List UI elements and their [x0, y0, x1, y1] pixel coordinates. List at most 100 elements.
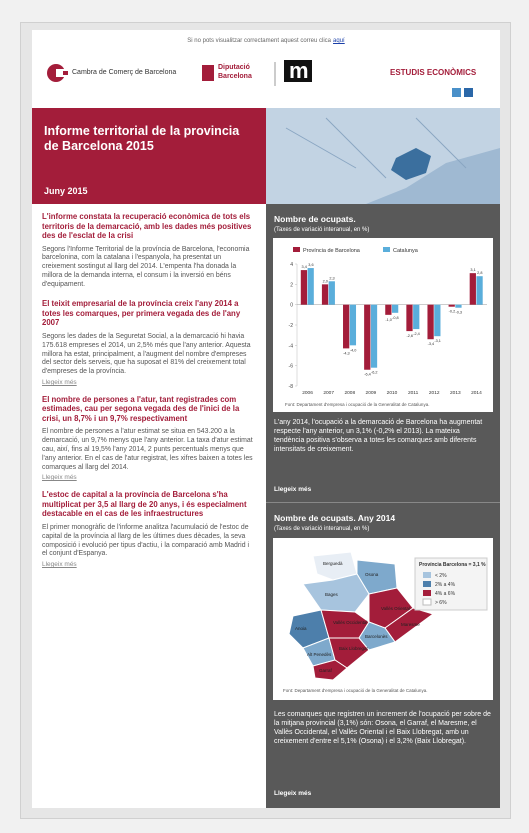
x-tick-label: 2011 [408, 390, 419, 396]
chart-subtitle: (Taxes de variació interanual, en %) [274, 227, 370, 233]
bar [434, 304, 441, 337]
divider [266, 502, 500, 503]
bar [328, 281, 335, 305]
notice-text: Si no pots visualitzar correctament aque… [187, 38, 332, 44]
m-logo [284, 60, 312, 82]
region-map: Província Barcelona = 3,1 % < 2% 2% a 4%… [283, 551, 488, 693]
bar [349, 304, 357, 346]
region-garraf [312, 659, 348, 681]
legend-label: > 6% [435, 600, 447, 606]
bar [427, 304, 434, 340]
diputacio-logo [202, 65, 214, 81]
article-headline: L'estoc de capital a la província de Bar… [42, 490, 247, 519]
map-box: Província Barcelona = 3,1 % < 2% 2% a 4%… [273, 538, 493, 700]
region-label: Anoia [295, 626, 307, 631]
diputacio-name: Diputació [218, 64, 250, 71]
region-label: Garraf [319, 668, 333, 673]
value-label: -2,6 [406, 334, 413, 338]
value-label: -0,8 [392, 316, 399, 320]
m-letter: m [289, 58, 309, 83]
value-label: -2,4 [413, 332, 420, 336]
x-tick-label: 2014 [471, 390, 482, 396]
legend-label: Catalunya [393, 248, 419, 254]
header: m Cambra de Comerç de Barcelona Diputaci… [32, 56, 500, 100]
x-tick-label: 2008 [344, 390, 355, 396]
region-label: Baix Llobregat [339, 646, 369, 651]
value-label: -0,2 [449, 310, 456, 314]
legend-swatch [293, 247, 300, 252]
article-headline: El nombre de persones a l'atur, tant reg… [42, 394, 240, 423]
read-more[interactable]: Llegeix més [42, 561, 77, 569]
bar [385, 304, 392, 315]
value-label: 3,1 [470, 268, 475, 272]
land [266, 108, 500, 204]
value-label: 2,3 [329, 276, 334, 280]
article-body: Segons l'Informe Territorial de la proví… [42, 245, 250, 288]
x-tick-label: 2007 [323, 390, 334, 396]
linkedin-icon[interactable] [464, 88, 473, 97]
bar [307, 268, 314, 305]
article-body: El primer monogràfic de l'informe analit… [42, 523, 249, 558]
newsletter: Si no pots visualitzar correctament aque… [32, 30, 500, 808]
legend-swatch [422, 598, 432, 606]
x-tick-label: 2010 [387, 390, 398, 396]
region-label: Vallès Occidental [333, 620, 367, 625]
region-label: Barcelonès [365, 634, 388, 639]
map-link[interactable]: Llegeix més [274, 790, 312, 797]
x-tick-label: 2009 [366, 390, 377, 396]
region-barcelones [358, 621, 396, 651]
bar [364, 304, 371, 370]
x-tick-label: 2006 [302, 390, 313, 396]
bar [455, 304, 462, 308]
map-text: Les comarques que registren un increment… [274, 711, 491, 745]
y-tick-label: -8 [289, 384, 294, 390]
city [391, 148, 431, 180]
roads [285, 117, 467, 179]
region-label: Bages [325, 592, 339, 597]
chart-link[interactable]: Llegeix més [274, 486, 312, 493]
y-tick-label: 0 [290, 303, 293, 309]
legend-swatch [423, 590, 431, 596]
read-more[interactable]: Llegeix més [42, 474, 77, 482]
notice: Si no pots visualitzar correctament aque… [32, 38, 500, 44]
bar [343, 304, 350, 349]
value-label: 2,0 [323, 279, 328, 283]
legend-label: 4% a 6% [435, 591, 456, 597]
y-tick-label: 4 [290, 262, 293, 268]
bar [406, 304, 413, 332]
value-label: -4,3 [343, 351, 350, 355]
cambra-logo-bar [63, 71, 68, 75]
read-more[interactable]: Llegeix més [42, 378, 77, 386]
twitter-icon[interactable] [452, 88, 461, 97]
value-label: 2,8 [477, 271, 482, 275]
chart: Província de Barcelona Catalunya -8 -6 -4 -2 0… [285, 247, 487, 407]
article-body: Segons les dades de la Seguretat Social,… [42, 332, 251, 376]
region-label: Berguedà [323, 561, 343, 566]
legend-swatch [423, 572, 431, 578]
value-label: -4,0 [350, 348, 357, 352]
hero-date: Juny 2015 [44, 186, 88, 196]
legend-label: 2% a 4% [435, 582, 456, 588]
bar [448, 304, 455, 307]
y-tick-label: -2 [289, 323, 294, 329]
y-tick-label: -4 [289, 343, 294, 349]
value-label: 3,4 [302, 265, 307, 269]
bar [321, 284, 329, 305]
logos: m [47, 58, 473, 97]
sidebar: Nombre de ocupats. (Taxes de variació in… [266, 204, 500, 808]
chart-box: Província de Barcelona Catalunya -8 -6 -4 -2 0… [273, 238, 493, 412]
article-headline: El teixit empresarial de la província cr… [42, 299, 241, 328]
legend-label: Província de Barcelona [303, 248, 361, 254]
region-baix-llobregat [328, 637, 370, 669]
notice-link[interactable]: aquí [333, 38, 345, 44]
value-label: -1,0 [385, 318, 392, 322]
diputacio-city: Barcelona [218, 73, 252, 80]
cambra-logo-cut [56, 69, 66, 77]
hero: Informe territorial de la provincia de B… [32, 108, 266, 204]
value-label: -3,4 [428, 342, 435, 346]
hero-title: Informe territorial de la provincia de B… [44, 124, 240, 153]
map-source: Font: Departament d'empresa i ocupació d… [283, 688, 427, 693]
chart-source: Font: Departament d'empresa i ocupació d… [285, 402, 429, 407]
region-label: Alt Penedès [307, 652, 332, 657]
map-legend-title: Província Barcelona = 3,1 % [419, 562, 486, 568]
